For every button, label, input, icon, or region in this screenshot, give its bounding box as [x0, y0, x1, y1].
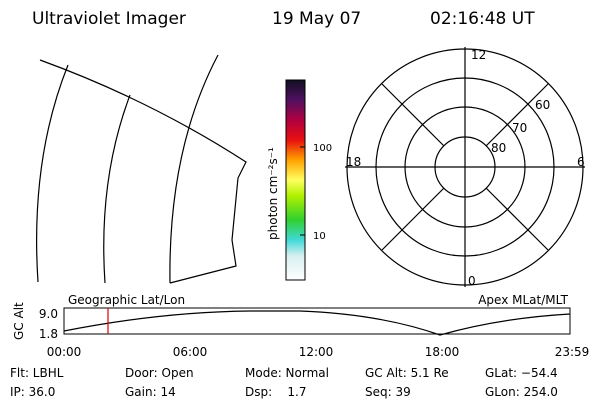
mlt-label: 12 — [471, 48, 486, 62]
geo-grid — [36, 54, 247, 284]
colorbar-tick-label: 100 — [313, 143, 332, 154]
mlt-label: 0 — [468, 274, 476, 288]
footer: Flt: LBHL Door: Open Mode: Normal GC Alt: 5… — [10, 366, 558, 399]
status-field: GC Alt: 5.1 Re — [365, 366, 449, 380]
status-field: Mode: Normal — [245, 366, 329, 380]
strip-ytick: 9.0 — [39, 307, 58, 321]
status-field: Gain: 14 — [125, 385, 176, 399]
colorbar — [285, 79, 306, 281]
strip-axis-label: GC Alt — [12, 302, 26, 340]
status-field: IP: 36.0 — [10, 385, 55, 399]
strip-xtick: 18:00 — [425, 345, 460, 359]
status-field: GLat: −54.4 — [485, 366, 558, 380]
strip-title: Geographic Lat/Lon — [68, 293, 185, 307]
strip-title: Apex MLat/MLT — [478, 293, 568, 307]
strip-xtick: 00:00 — [47, 345, 82, 359]
mlt-label: 18 — [346, 155, 361, 169]
colorbar-tick-label: 10 — [313, 231, 326, 242]
lat-label: 70 — [512, 121, 527, 135]
strip-xtick: 12:00 — [299, 345, 334, 359]
status-field: GLon: 254.0 — [485, 385, 558, 399]
strip-xtick: 23:59 — [555, 345, 590, 359]
status-field: Seq: 39 — [365, 385, 411, 399]
colorbar-label: photon cm⁻²s⁻¹ — [266, 147, 280, 240]
altitude-curve — [63, 310, 571, 336]
status-field: Door: Open — [125, 366, 194, 380]
date: 19 May 07 — [272, 9, 361, 29]
time: 02:16:48 UT — [430, 9, 535, 29]
lat-label: 80 — [491, 141, 506, 155]
strip-frame — [63, 307, 571, 335]
strip-xtick: 06:00 — [173, 345, 208, 359]
lat-label: 60 — [535, 98, 550, 112]
polar-grid — [345, 47, 585, 287]
status-field: Flt: LBHL — [10, 366, 64, 380]
mlt-label: 6 — [577, 155, 585, 169]
instrument: Ultraviolet Imager — [32, 9, 186, 29]
status-field: Dsp: 1.7 — [245, 385, 307, 399]
strip-ytick: 1.8 — [39, 327, 58, 341]
